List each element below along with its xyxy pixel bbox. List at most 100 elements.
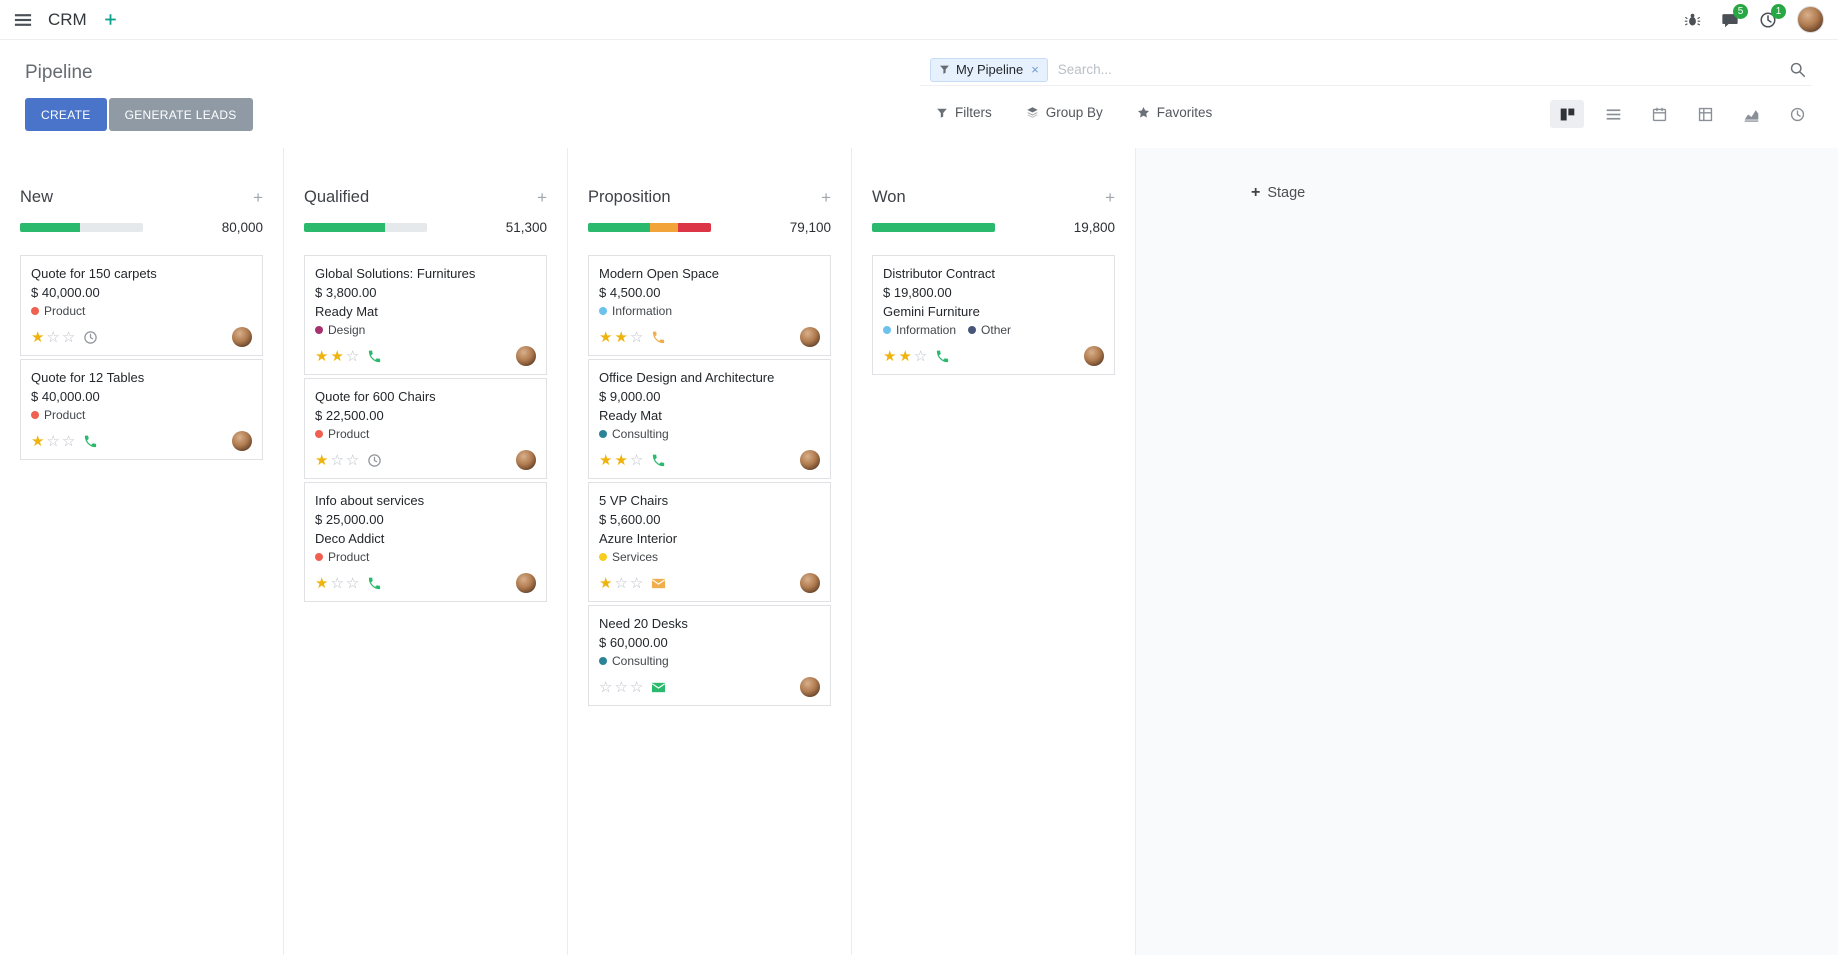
priority-star[interactable]: ★ — [599, 451, 613, 469]
search-input[interactable] — [1047, 62, 1789, 77]
column-progressbar[interactable] — [304, 222, 427, 232]
progress-segment[interactable] — [588, 222, 650, 232]
priority-star[interactable]: ☆ — [629, 574, 644, 592]
activities-menu-button[interactable]: 1 — [1759, 3, 1786, 29]
view-switch-kanban[interactable] — [1550, 100, 1584, 128]
salesperson-avatar[interactable] — [232, 431, 252, 451]
column-progressbar[interactable] — [588, 222, 711, 232]
salesperson-avatar[interactable] — [800, 677, 820, 697]
priority-star[interactable]: ☆ — [46, 328, 60, 346]
priority-star[interactable]: ★ — [614, 451, 628, 469]
salesperson-avatar[interactable] — [232, 327, 252, 347]
create-button[interactable]: CREATE — [25, 98, 107, 131]
phone-activity-icon[interactable] — [83, 434, 98, 449]
salesperson-avatar[interactable] — [800, 450, 820, 470]
favorites-menu[interactable]: Favorites — [1137, 105, 1212, 120]
generate-leads-button[interactable]: GENERATE LEADS — [108, 98, 253, 131]
view-switch-graph[interactable] — [1734, 100, 1768, 128]
priority-star[interactable]: ★ — [31, 432, 45, 450]
kanban-card[interactable]: 5 VP Chairs $ 5,600.00 Azure Interior Se… — [588, 482, 831, 602]
salesperson-avatar[interactable] — [800, 327, 820, 347]
priority-star[interactable]: ★ — [315, 347, 329, 365]
add-stage-button[interactable]: + Stage — [1251, 185, 1305, 202]
priority-star[interactable]: ☆ — [599, 678, 613, 696]
apps-menu-button[interactable] — [14, 11, 32, 29]
priority-star[interactable]: ★ — [315, 574, 329, 592]
messages-menu-button[interactable]: 5 — [1721, 3, 1748, 29]
group-by-menu[interactable]: Group By — [1026, 105, 1103, 120]
view-switch-list[interactable] — [1596, 100, 1630, 128]
phone-activity-icon[interactable] — [367, 349, 382, 364]
add-record-button[interactable]: + — [253, 187, 263, 207]
priority-star[interactable]: ☆ — [345, 574, 360, 592]
priority-star[interactable]: ★ — [599, 328, 613, 346]
add-record-button[interactable]: + — [821, 187, 831, 207]
priority-star[interactable]: ☆ — [614, 574, 628, 592]
priority-star[interactable]: ★ — [898, 347, 912, 365]
star-icon — [1137, 106, 1149, 118]
progress-segment[interactable] — [649, 222, 678, 232]
priority-star[interactable]: ★ — [883, 347, 897, 365]
kanban-card[interactable]: Quote for 150 carpets $ 40,000.00 Produc… — [20, 255, 263, 356]
add-record-button[interactable]: + — [537, 187, 547, 207]
priority-star[interactable]: ☆ — [61, 432, 76, 450]
priority-star[interactable]: ☆ — [629, 451, 644, 469]
priority-star[interactable]: ☆ — [61, 328, 76, 346]
kanban-card[interactable]: Info about services $ 25,000.00 Deco Add… — [304, 482, 547, 602]
progress-segment[interactable] — [677, 222, 711, 232]
kanban-card[interactable]: Global Solutions: Furnitures $ 3,800.00 … — [304, 255, 547, 375]
priority-star[interactable]: ☆ — [913, 347, 928, 365]
view-switch-pivot[interactable] — [1688, 100, 1722, 128]
priority-star[interactable]: ★ — [315, 451, 329, 469]
priority-star[interactable]: ☆ — [345, 451, 360, 469]
search-bar[interactable]: My Pipeline × — [920, 54, 1812, 86]
priority-star[interactable]: ★ — [614, 328, 628, 346]
view-switch-activity[interactable] — [1780, 100, 1814, 128]
view-switch-calendar[interactable] — [1642, 100, 1676, 128]
user-avatar[interactable] — [1797, 6, 1824, 33]
clock-activity-icon[interactable] — [83, 330, 98, 345]
kanban-card[interactable]: Office Design and Architecture $ 9,000.0… — [588, 359, 831, 479]
priority-star[interactable]: ☆ — [629, 678, 644, 696]
salesperson-avatar[interactable] — [1084, 346, 1104, 366]
priority-star[interactable]: ★ — [330, 347, 344, 365]
priority-star[interactable]: ☆ — [330, 574, 344, 592]
priority-star[interactable]: ★ — [599, 574, 613, 592]
add-record-button[interactable]: + — [1105, 187, 1115, 207]
salesperson-avatar[interactable] — [516, 573, 536, 593]
kanban-card[interactable]: Modern Open Space $ 4,500.00 Information… — [588, 255, 831, 356]
envelope-activity-icon[interactable] — [651, 576, 666, 591]
priority-star[interactable]: ☆ — [345, 347, 360, 365]
priority-star[interactable]: ☆ — [614, 678, 628, 696]
salesperson-avatar[interactable] — [800, 573, 820, 593]
clock-activity-icon[interactable] — [367, 453, 382, 468]
column-progressbar[interactable] — [20, 222, 143, 232]
kanban-card[interactable]: Quote for 600 Chairs $ 22,500.00 Product… — [304, 378, 547, 479]
debug-menu-button[interactable] — [1684, 11, 1701, 28]
column-progressbar[interactable] — [872, 222, 995, 232]
progress-segment[interactable] — [872, 222, 995, 232]
salesperson-avatar[interactable] — [516, 346, 536, 366]
app-name[interactable]: CRM — [48, 9, 87, 29]
envelope-activity-icon[interactable] — [651, 680, 666, 695]
search-submit[interactable] — [1789, 61, 1806, 78]
kanban-card[interactable]: Quote for 12 Tables $ 40,000.00 Product … — [20, 359, 263, 460]
phone-activity-icon[interactable] — [935, 349, 950, 364]
priority-star[interactable]: ★ — [31, 328, 45, 346]
phone-activity-icon[interactable] — [651, 453, 666, 468]
priority-star[interactable]: ☆ — [46, 432, 60, 450]
priority-star[interactable]: ☆ — [330, 451, 344, 469]
phone-activity-icon[interactable] — [651, 330, 666, 345]
kanban-card[interactable]: Need 20 Desks $ 60,000.00 Consulting ☆ ☆ ☆ — [588, 605, 831, 706]
salesperson-avatar[interactable] — [516, 450, 536, 470]
search-facet-my-pipeline[interactable]: My Pipeline × — [930, 57, 1048, 82]
progress-segment[interactable] — [20, 222, 81, 232]
filters-menu[interactable]: Filters — [936, 105, 992, 120]
phone-activity-icon[interactable] — [367, 576, 382, 591]
lead-partner: Deco Addict — [315, 531, 385, 546]
quick-add-button[interactable] — [103, 12, 118, 27]
priority-star[interactable]: ☆ — [629, 328, 644, 346]
facet-remove-button[interactable]: × — [1031, 62, 1039, 77]
progress-segment[interactable] — [304, 222, 386, 232]
kanban-card[interactable]: Distributor Contract $ 19,800.00 Gemini … — [872, 255, 1115, 375]
